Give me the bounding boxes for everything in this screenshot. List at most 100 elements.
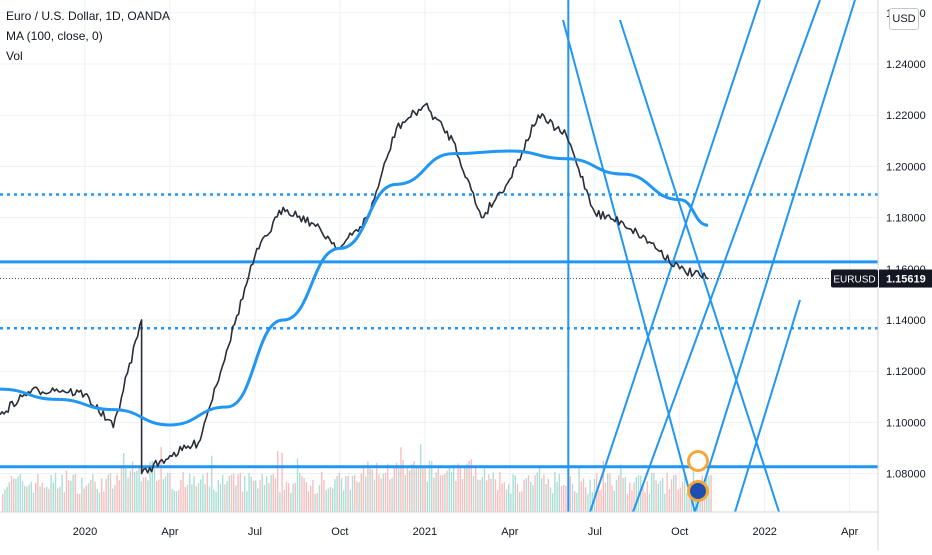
volume-bar (6, 486, 8, 512)
volume-bar (457, 463, 459, 512)
legend-symbol[interactable]: Euro / U.S. Dollar, 1D, OANDA (6, 9, 171, 23)
volume-bar (145, 476, 147, 512)
volume-bar (63, 492, 65, 512)
volume-bar (402, 460, 404, 512)
volume-bar (118, 480, 120, 512)
volume-bar (74, 474, 76, 512)
volume-bar (107, 474, 109, 512)
volume-bar (167, 472, 169, 512)
volume-bar (413, 461, 415, 512)
volume-bar (354, 474, 356, 512)
volume-bar (90, 479, 92, 512)
volume-bar (30, 481, 32, 512)
volume-bar (191, 484, 193, 512)
volume-bar (120, 466, 123, 512)
volume-bar (98, 492, 101, 512)
volume-bar (35, 482, 37, 512)
volume-bar (670, 479, 673, 512)
drawings[interactable] (0, 0, 878, 513)
volume-bar (52, 482, 54, 512)
volume-bar (545, 484, 547, 512)
legend-vol[interactable]: Vol (6, 49, 23, 63)
volume-bar (637, 475, 640, 512)
volume-bar (217, 480, 219, 512)
volume-bar (362, 466, 365, 512)
volume-bar (142, 477, 145, 512)
volume-bar (283, 489, 285, 512)
volume-bar (323, 479, 325, 512)
volume-bar (521, 491, 523, 512)
legend-ma[interactable]: MA (100, close, 0) (6, 29, 103, 43)
volume-bar (351, 476, 354, 512)
volume-bar (41, 482, 43, 512)
volume-bar (415, 465, 417, 512)
volume-bar (556, 481, 558, 512)
volume-bar (338, 472, 340, 512)
volume-bar (307, 491, 310, 512)
x-tick-label: Jul (248, 526, 262, 538)
volume-bar (404, 475, 406, 512)
x-tick-label: 2020 (73, 526, 97, 538)
volume-bar (76, 493, 79, 512)
price-line (0, 102, 709, 475)
volume-bar (453, 467, 455, 512)
volume-bar (642, 485, 644, 512)
volume-bar (125, 468, 127, 512)
volume-bar (8, 482, 10, 512)
volume-bar (659, 480, 662, 512)
volume-bar (651, 472, 653, 512)
volume-bar (158, 479, 160, 512)
volume-bar (466, 463, 468, 512)
volume-bar (224, 484, 226, 512)
volume-bar (356, 481, 358, 512)
volume-bar (574, 491, 576, 512)
volume-bar (206, 472, 208, 512)
volume-bar (162, 479, 164, 512)
volume-bar (246, 491, 248, 512)
volume-bar (140, 481, 142, 512)
volume-bar (615, 479, 618, 512)
currency-button[interactable]: USD (889, 8, 919, 30)
volume-bar (178, 490, 180, 512)
volume-bar (450, 471, 453, 512)
price-tag-value-box (879, 269, 932, 288)
volume-bar (281, 452, 283, 512)
price-tag-value: 1.15619 (886, 274, 926, 286)
volume-bar (398, 468, 400, 512)
volume-bar (160, 446, 162, 512)
volume-bar (138, 465, 140, 512)
volume-bar (422, 467, 424, 512)
volume-bar (288, 483, 290, 512)
volume-bar (296, 458, 299, 512)
volume-bar (519, 492, 521, 512)
volume-bar (59, 486, 61, 512)
volume-bar (252, 480, 255, 512)
volume-bar (644, 492, 646, 512)
volume-bar (156, 481, 158, 512)
trend-line (632, 0, 821, 513)
price-tag[interactable]: EURUSD 1.15619 (831, 269, 932, 288)
volume-bar (233, 473, 235, 512)
y-tick-label: 1.12000 (886, 366, 926, 378)
volume-bar (68, 480, 70, 512)
volume-bar (274, 478, 277, 512)
volume-bar (327, 488, 329, 512)
volume-bar (580, 481, 582, 512)
volume-bar (376, 462, 378, 512)
volume-bar (65, 470, 68, 512)
volume-bar (13, 478, 15, 512)
y-tick-label: 1.18000 (886, 213, 926, 225)
volume-bar (343, 490, 345, 512)
us-flag-icon (690, 453, 706, 469)
y-tick-label: 1.24000 (886, 59, 926, 71)
volume-bar (340, 478, 343, 512)
volume-bar (87, 483, 90, 512)
volume-bar (611, 485, 613, 512)
volume-bar (4, 489, 6, 512)
volume-bar (215, 491, 217, 512)
volume-bar (39, 486, 41, 512)
volume-bar (147, 480, 149, 512)
